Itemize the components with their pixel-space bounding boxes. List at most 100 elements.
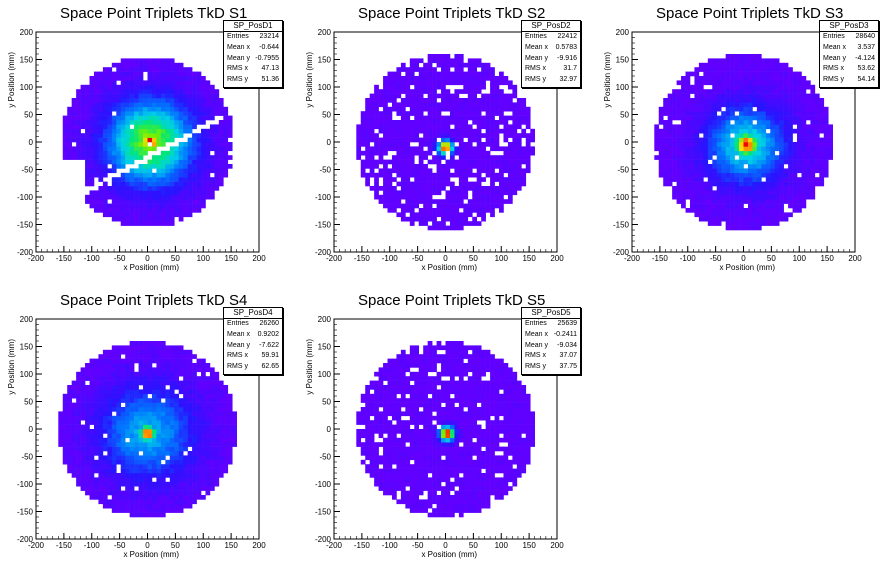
heatmap-bin xyxy=(93,490,99,496)
heatmap-bin xyxy=(432,54,437,59)
heatmap-bin xyxy=(801,164,807,169)
heatmap-bin xyxy=(739,168,744,174)
heatmap-bin xyxy=(405,199,411,204)
heatmap-bin xyxy=(116,358,122,364)
heatmap-bin xyxy=(663,155,668,160)
heatmap-bin xyxy=(134,345,139,351)
heatmap-bin xyxy=(747,164,753,169)
heatmap-bin xyxy=(703,102,709,108)
heatmap-bin xyxy=(80,106,86,112)
heatmap-bin xyxy=(76,380,81,386)
heatmap-bin xyxy=(783,128,789,134)
heatmap-bin xyxy=(472,159,478,165)
heatmap-bin xyxy=(743,194,749,200)
heatmap-bin xyxy=(138,459,144,465)
heatmap-bin xyxy=(521,150,527,156)
heatmap-bin xyxy=(756,111,762,116)
heatmap-bin xyxy=(169,186,175,191)
heatmap-bin xyxy=(667,142,673,147)
heatmap-bin xyxy=(205,181,211,187)
heatmap-bin xyxy=(476,62,482,68)
heatmap-bin xyxy=(129,62,135,68)
heatmap-bin xyxy=(476,186,482,191)
heatmap-bin xyxy=(192,451,197,456)
heatmap-bin xyxy=(783,80,789,86)
heatmap-bin xyxy=(151,58,157,64)
heatmap-bin xyxy=(85,473,90,478)
heatmap-bin xyxy=(694,137,700,143)
histogram-panel-s4: Space Point Triplets TkD S4 -200 -150 -100… xyxy=(0,287,283,567)
heatmap-bin xyxy=(703,150,709,156)
heatmap-bin xyxy=(205,93,211,99)
heatmap-bin xyxy=(521,146,527,152)
heatmap-bin xyxy=(138,106,144,112)
heatmap-bin xyxy=(151,380,157,386)
heatmap-bin xyxy=(156,503,162,509)
heatmap-bin xyxy=(788,133,793,138)
heatmap-bin xyxy=(151,106,157,112)
heatmap-bin xyxy=(743,58,749,64)
heatmap-bin xyxy=(218,146,224,152)
heatmap-bin xyxy=(667,181,673,187)
heatmap-bin xyxy=(481,203,486,209)
heatmap-bin xyxy=(356,133,362,138)
heatmap-bin xyxy=(143,464,148,469)
heatmap-bin xyxy=(85,385,90,390)
heatmap-bin xyxy=(734,142,740,147)
heatmap-bin xyxy=(685,98,691,103)
heatmap-bin xyxy=(98,80,104,86)
heatmap-bin xyxy=(476,84,482,90)
heatmap-bin xyxy=(427,150,433,156)
heatmap-bin xyxy=(125,354,130,359)
heatmap-bin xyxy=(205,376,211,381)
heatmap-bin xyxy=(432,159,437,165)
heatmap-bin xyxy=(436,150,442,156)
heatmap-bin xyxy=(160,380,166,386)
heatmap-bin xyxy=(658,159,664,165)
x-tick-label: 50 xyxy=(767,254,776,263)
heatmap-bin xyxy=(747,150,753,156)
heatmap-bin xyxy=(147,177,153,182)
heatmap-bin xyxy=(85,455,90,461)
heatmap-bin xyxy=(703,199,709,204)
heatmap-bin xyxy=(805,194,811,200)
heatmap-bin xyxy=(183,464,188,469)
heatmap-bin xyxy=(707,115,713,121)
heatmap-bin xyxy=(801,203,807,209)
heatmap-bin xyxy=(147,349,153,355)
heatmap-bin xyxy=(174,437,180,443)
heatmap-bin xyxy=(499,208,504,213)
heatmap-bin xyxy=(445,168,451,174)
heatmap-bin xyxy=(67,120,72,125)
heatmap-bin xyxy=(788,186,793,191)
heatmap-bin xyxy=(147,181,153,187)
heatmap-bin xyxy=(223,164,229,169)
heatmap-bin xyxy=(792,181,798,187)
x-tick-label: 0 xyxy=(443,254,448,263)
heatmap-bin xyxy=(432,106,437,112)
heatmap-bin xyxy=(192,168,197,174)
heatmap-bin xyxy=(747,190,753,196)
heatmap-bin xyxy=(102,133,108,138)
heatmap-bin xyxy=(125,499,130,505)
heatmap-bin xyxy=(98,89,104,94)
heatmap-bin xyxy=(454,133,460,138)
heatmap-bin xyxy=(481,76,486,81)
heatmap-bin xyxy=(730,54,735,59)
heatmap-bin xyxy=(365,142,370,147)
heatmap-bin xyxy=(102,76,108,81)
heatmap-bin xyxy=(694,67,700,72)
heatmap-bin xyxy=(387,203,393,209)
heatmap-bin xyxy=(788,102,793,108)
heatmap-bin xyxy=(160,98,166,103)
heatmap-bin xyxy=(507,186,513,191)
heatmap-bin xyxy=(218,420,224,425)
heatmap-bin xyxy=(436,203,442,209)
heatmap-bin xyxy=(129,499,135,505)
heatmap-bin xyxy=(151,358,157,364)
heatmap-bin xyxy=(107,503,113,509)
heatmap-bin xyxy=(360,150,366,156)
heatmap-bin xyxy=(165,155,171,160)
heatmap-bin xyxy=(369,106,375,112)
heatmap-bin xyxy=(387,142,393,147)
